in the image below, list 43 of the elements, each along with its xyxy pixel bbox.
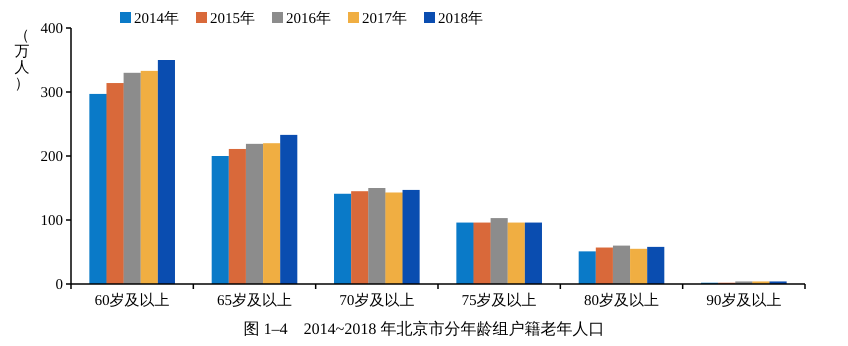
- x-tick-label: 70岁及以上: [339, 292, 414, 309]
- y-tick-label: 300: [40, 85, 63, 101]
- bar: [158, 60, 175, 284]
- x-tick-label: 60岁及以上: [94, 292, 170, 309]
- x-tick-label: 75岁及以上: [462, 292, 537, 309]
- bar: [334, 194, 352, 284]
- bar: [596, 248, 613, 284]
- bar: [473, 222, 491, 284]
- y-tick-label: 100: [40, 213, 63, 229]
- y-tick-label: 400: [40, 21, 63, 37]
- bar: [402, 190, 420, 284]
- bar: [124, 72, 141, 284]
- bar: [647, 246, 664, 284]
- bar: [140, 70, 158, 284]
- bar: [524, 222, 542, 284]
- bar: [368, 188, 386, 284]
- bar: [280, 134, 298, 284]
- bar: [89, 94, 106, 284]
- bar: [228, 148, 246, 284]
- bar: [351, 191, 368, 284]
- bar: [263, 143, 280, 284]
- text: 图 1–4 2014~2018 年北京市分年龄组户籍老年人口: [244, 320, 604, 338]
- y-tick-label: 0: [56, 277, 63, 293]
- bar: [630, 248, 648, 284]
- bar: [578, 251, 596, 284]
- legend-label: 2018年: [438, 10, 483, 27]
- bar: [246, 144, 264, 284]
- y-axis-title: （万人）: [14, 28, 30, 92]
- x-tick-label: 80岁及以上: [584, 292, 659, 309]
- bar: [212, 156, 229, 284]
- bar: [385, 192, 403, 284]
- bar: [490, 218, 508, 284]
- legend-label: 2015年: [210, 10, 255, 27]
- x-tick-label: 90岁及以上: [706, 292, 782, 309]
- bar: [106, 83, 124, 284]
- x-tick-label: 65岁及以上: [217, 292, 292, 309]
- y-tick-label: 200: [40, 149, 63, 165]
- legend-label: 2016年: [286, 10, 331, 27]
- bar: [612, 246, 630, 284]
- bar: [456, 222, 474, 284]
- legend-label: 2014年: [134, 10, 179, 27]
- bar: [508, 222, 525, 284]
- legend-label: 2017年: [362, 10, 407, 27]
